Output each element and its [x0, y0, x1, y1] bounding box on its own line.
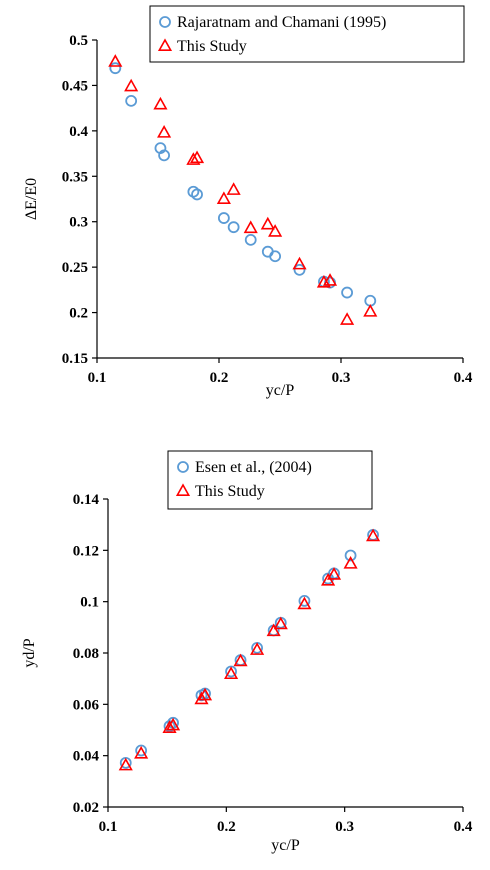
- data-point-triangle: [243, 220, 258, 234]
- legend-marker: [177, 461, 189, 473]
- x-tick-label: 0.3: [335, 819, 354, 835]
- data-point-triangle: [233, 653, 248, 667]
- data-point-circle: [244, 233, 257, 246]
- chart-1: 0.1 0.2 0.3 0.4 0.15 0.2 0.25 0.3 0.35 0.4 0.45 0.5…: [23, 5, 473, 399]
- y-tick-label: 0.08: [73, 646, 99, 662]
- data-point-circle: [125, 94, 138, 107]
- legend-entry-label: This Study: [177, 38, 247, 55]
- data-point-triangle: [186, 152, 201, 165]
- y-tick-label: 0.06: [73, 697, 100, 713]
- x-tick-label: 0.4: [454, 819, 473, 835]
- data-point-circle: [217, 212, 230, 224]
- series-1: [119, 529, 379, 769]
- data-point-triangle: [162, 720, 177, 733]
- data-point-circle: [261, 245, 274, 258]
- data-point-triangle: [166, 717, 181, 731]
- series-2: [108, 54, 378, 325]
- y-tick-label: 0.3: [69, 215, 88, 231]
- data-point-triangle: [343, 556, 358, 569]
- x-tick-label: 0.1: [99, 819, 118, 835]
- data-point-triangle: [266, 623, 281, 637]
- data-point-triangle: [124, 78, 139, 92]
- legend-box: [149, 5, 465, 63]
- y-tick-label: 0.15: [62, 351, 88, 367]
- data-point-circle: [344, 549, 357, 562]
- y-tick-label: 0.04: [73, 749, 100, 765]
- x-axis-label: yc/P: [266, 382, 295, 399]
- y-tick-label: 0.25: [62, 260, 88, 276]
- data-point-circle: [341, 286, 354, 299]
- y-tick-label: 0.45: [62, 78, 88, 94]
- legend-entry-label: Rajaratnam and Chamani (1995): [177, 14, 386, 31]
- data-point-triangle: [153, 96, 168, 110]
- data-point-triangle: [363, 304, 378, 317]
- y-tick-label: 0.1: [80, 595, 99, 611]
- data-point-circle: [269, 250, 282, 263]
- data-point-triangle: [216, 191, 231, 204]
- legend-entry-label: Esen et al., (2004): [195, 459, 312, 476]
- y-tick-label: 0.4: [69, 124, 88, 140]
- data-point-triangle: [297, 596, 312, 610]
- legend-marker: [157, 38, 173, 52]
- x-tick-label: 0.3: [332, 370, 351, 386]
- data-point-circle: [158, 149, 171, 162]
- data-point-triangle: [118, 757, 133, 771]
- data-point-triangle: [292, 256, 307, 270]
- data-point-circle: [191, 188, 203, 201]
- y-axis-label: ΔE/E0: [23, 178, 40, 220]
- x-tick-label: 0.2: [217, 819, 236, 835]
- data-point-triangle: [108, 54, 123, 67]
- data-point-circle: [298, 594, 311, 607]
- data-point-triangle: [260, 216, 275, 230]
- x-tick-label: 0.2: [210, 370, 229, 386]
- data-point-triangle: [366, 528, 381, 542]
- data-point-triangle: [326, 567, 342, 580]
- data-point-circle: [227, 221, 240, 234]
- y-tick-label: 0.5: [69, 33, 88, 49]
- data-point-triangle: [321, 572, 336, 586]
- x-axis-label: yc/P: [271, 837, 300, 854]
- data-point-triangle: [224, 666, 239, 680]
- x-tick-label: 0.1: [88, 370, 107, 386]
- legend-box: [167, 450, 373, 510]
- data-point-circle: [109, 62, 122, 75]
- data-point-triangle: [268, 224, 283, 237]
- y-tick-label: 0.35: [62, 169, 88, 185]
- series-1: [109, 62, 377, 307]
- legend-entry-label: This Study: [195, 483, 265, 500]
- legend: Rajaratnam and Chamani (1995) This Study: [149, 5, 465, 63]
- series-2: [118, 528, 381, 771]
- legend-marker: [159, 16, 171, 28]
- data-point-triangle: [226, 182, 241, 195]
- data-point-triangle: [189, 150, 205, 164]
- y-axis-label: yd/P: [21, 638, 38, 667]
- x-tick-label: 0.4: [454, 370, 473, 386]
- data-point-triangle: [157, 125, 172, 138]
- data-point-triangle: [340, 312, 355, 325]
- data-point-triangle: [250, 642, 265, 655]
- data-point-triangle: [197, 687, 213, 701]
- y-tick-label: 0.12: [73, 543, 99, 559]
- y-tick-label: 0.2: [69, 306, 88, 322]
- data-point-circle: [135, 744, 148, 757]
- chart-2: 0.1 0.2 0.3 0.4 0.02 0.04 0.06 0.08 0.1 0.12 0.14 y…: [21, 450, 473, 854]
- legend-marker: [175, 483, 191, 497]
- data-point-triangle: [194, 691, 209, 705]
- legend: Esen et al., (2004) This Study: [167, 450, 373, 510]
- data-point-triangle: [322, 273, 338, 286]
- data-point-circle: [293, 263, 306, 276]
- y-tick-label: 0.02: [73, 800, 99, 816]
- data-point-triangle: [134, 745, 149, 759]
- data-point-triangle: [273, 616, 288, 630]
- y-tick-label: 0.14: [73, 492, 100, 508]
